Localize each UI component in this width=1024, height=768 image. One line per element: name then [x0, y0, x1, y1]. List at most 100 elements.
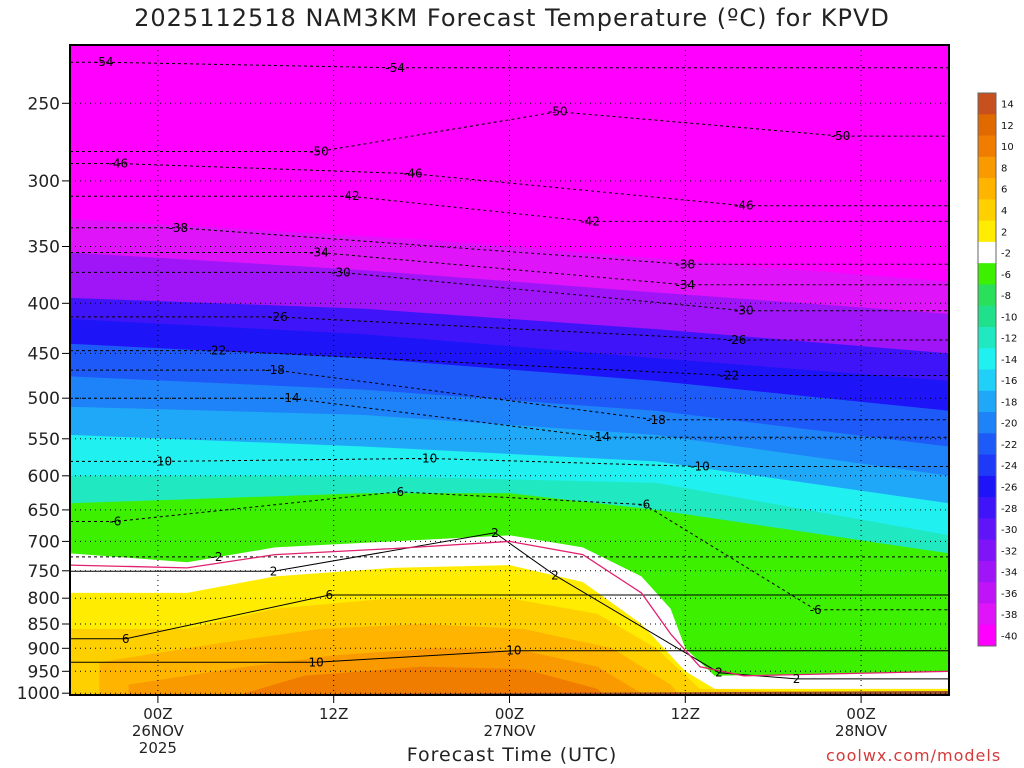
- colorbar-swatch: [978, 241, 996, 264]
- colorbar-label: -40: [1001, 631, 1017, 642]
- colorbar-label: -22: [1001, 440, 1017, 451]
- contour-lines: [70, 61, 949, 680]
- contour-labels: -54 -54-50-50-50-46-46-46-42-42-38-38-34-…: [94, 55, 851, 686]
- colorbar-label: 8: [1001, 163, 1007, 174]
- x-tick-date: 27NOV: [483, 722, 536, 740]
- colorbar-label: 10: [1001, 142, 1014, 153]
- colorbar-label: -36: [1001, 589, 1017, 600]
- y-tick-label: 750: [28, 562, 60, 582]
- contour-label: -10: [152, 454, 172, 468]
- contour--26: [70, 316, 949, 341]
- y-tick-label: 900: [28, 639, 60, 659]
- colorbar-frame: [977, 92, 997, 647]
- contour-label: 6: [122, 632, 130, 646]
- y-tick-label: 950: [28, 662, 60, 682]
- y-axis-ticks: 250 300 350 400 450 500 550 600 650 700 750 800 850 9…: [17, 94, 70, 704]
- colorbar-swatch: [978, 93, 996, 115]
- y-tick-label: 550: [28, 430, 60, 450]
- y-tick-label: 300: [28, 172, 60, 192]
- contour-label: 6: [325, 588, 333, 602]
- colorbar-label: 2: [1001, 227, 1007, 238]
- colorbar-swatch: [978, 475, 996, 498]
- contour-label: 2: [715, 666, 723, 680]
- x-tick-label: 00Z: [495, 705, 524, 723]
- contour--54: [70, 61, 949, 69]
- contour-label: -22: [207, 344, 227, 358]
- contour-label: -38: [169, 221, 189, 235]
- y-tick-label: 700: [28, 532, 60, 552]
- colorbar-swatch: [978, 135, 996, 158]
- colorbar-swatch: [978, 518, 996, 541]
- colorbar-label: -24: [1001, 461, 1017, 472]
- contour-2: [70, 532, 949, 680]
- colorbar-swatch: [978, 263, 996, 285]
- x-tick-label: 00Z: [846, 705, 875, 723]
- contour-label: -18: [646, 413, 666, 427]
- colorbar-swatch: [978, 178, 996, 200]
- contour-label: -10: [418, 451, 438, 465]
- colorbar-label: -16: [1001, 376, 1017, 387]
- colorbar-label: -26: [1001, 483, 1017, 494]
- colorbar-swatch: [978, 199, 996, 222]
- contour-label: -10: [690, 460, 710, 474]
- colorbar-label: 6: [1001, 185, 1007, 196]
- colorbar-label: -20: [1001, 419, 1017, 430]
- colorbar-label: -8: [1001, 291, 1011, 302]
- colorbar-label: -12: [1001, 334, 1017, 345]
- contour-label: -6: [392, 485, 404, 499]
- colorbar-swatch: [978, 284, 996, 307]
- colorbar-label: -38: [1001, 610, 1017, 621]
- contour--38: [70, 227, 949, 265]
- contour--46: [70, 163, 949, 207]
- colorbar-label: -28: [1001, 504, 1017, 515]
- contour-label: -50: [548, 105, 568, 119]
- contour-label: -2: [211, 550, 223, 564]
- y-tick-label: 850: [28, 615, 60, 635]
- colorbar-label: -2: [1001, 249, 1011, 260]
- y-tick-label: 650: [28, 501, 60, 521]
- colorbar: 14 12 10 8 6 4 2 -2 -6 -8 -10 -12 -14 -16 -18 -20 -22 -24…: [977, 92, 1017, 647]
- contour--6: [70, 491, 949, 611]
- x-tick-label: 12Z: [671, 705, 700, 723]
- y-tick-label: 400: [28, 294, 60, 314]
- colorbar-label: -32: [1001, 546, 1017, 557]
- contour-label: 2: [270, 564, 278, 578]
- contour--18: [70, 369, 949, 421]
- contour-label: -46: [403, 167, 423, 181]
- x-tick-label: 00Z: [143, 705, 172, 723]
- contour-label: -30: [331, 265, 351, 279]
- contour-label: -46: [108, 157, 128, 171]
- contour-label: -34: [675, 278, 695, 292]
- colorbar-label: -6: [1001, 270, 1011, 281]
- x-tick-date: 26NOV: [132, 722, 185, 740]
- contour-label: -42: [340, 189, 360, 203]
- contour-label: -42: [580, 214, 600, 228]
- colorbar-swatch: [978, 326, 996, 349]
- contour-label: -38: [675, 257, 695, 271]
- contour--50: [70, 111, 949, 152]
- colorbar-swatch: [978, 603, 996, 626]
- contour-label: -50: [831, 129, 851, 143]
- colorbar-swatch: [978, 560, 996, 583]
- colorbar-label: 4: [1001, 206, 1007, 217]
- contour-label: -22: [719, 369, 739, 383]
- contour-label: -26: [268, 310, 288, 324]
- colorbar-swatch: [978, 156, 996, 179]
- y-tick-label: 450: [28, 344, 60, 364]
- contour-6: [70, 594, 949, 640]
- contour--42: [70, 195, 949, 222]
- contour-label: 10: [506, 644, 521, 658]
- grid-lines: [70, 45, 949, 695]
- contour-label: -50: [309, 145, 329, 159]
- y-tick-label: 250: [28, 94, 60, 114]
- colorbar-swatch: [978, 369, 996, 392]
- x-tick-year: 2025: [139, 739, 177, 757]
- contour-label: -54: [385, 61, 405, 75]
- contour-label: -6: [810, 603, 822, 617]
- contour--22: [70, 350, 949, 376]
- source-credit[interactable]: coolwx.com/models: [826, 746, 1002, 765]
- colorbar-label: -34: [1001, 568, 1017, 579]
- contour-label: 2: [793, 672, 801, 686]
